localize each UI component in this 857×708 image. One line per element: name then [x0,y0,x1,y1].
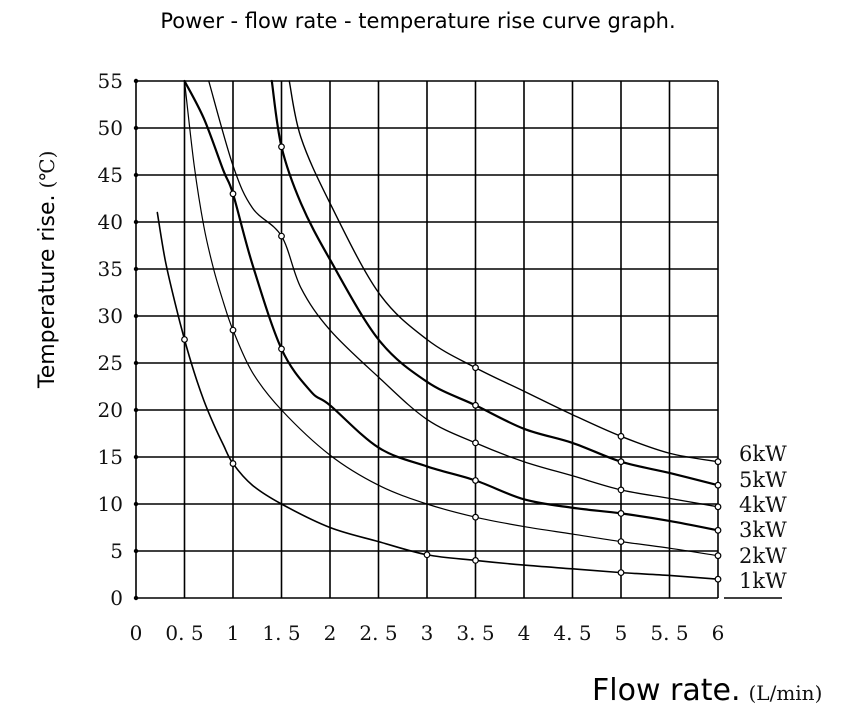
x-tick-label-10: 5 [615,621,628,645]
point-4kw-2 [617,486,625,494]
point-3kw-1 [278,345,285,353]
point-4kw-0 [278,232,285,240]
y-tick-dot-1 [133,548,139,554]
point-1kw-5 [714,575,722,583]
point-2kw-0 [229,326,237,334]
point-5kw-3 [714,481,722,489]
y-tick-label-5: 25 [98,351,123,375]
point-1kw-4 [617,569,625,577]
y-tick-label-2: 10 [98,492,123,516]
chart-title: Power - flow rate - temperature rise cur… [160,9,675,33]
x-axis-label: Flow rate. [592,673,741,708]
x-axis-ticks: 0 0. 5 1 1. 5 2 2. 5 3 3. 5 4 4. 5 5 5. 5 6 [130,621,725,645]
point-3kw-0 [229,190,237,198]
x-tick-label-2: 1 [227,621,240,645]
y-tick-dot-3 [133,454,139,460]
x-axis-unit: (L/min) [749,681,823,705]
y-tick-dot-11 [133,78,139,84]
point-5kw-0 [278,143,285,151]
point-3kw-4 [714,526,722,534]
y-tick-label-3: 15 [98,445,123,469]
y-tick-label-1: 5 [110,539,123,563]
point-3kw-3 [617,510,625,517]
y-tick-dot-4 [133,407,139,413]
series-label-6kw: 6kW [739,442,787,466]
y-tick-label-11: 55 [98,69,123,93]
series-label-4kw: 4kW [739,493,787,517]
x-tick-label-1: 0. 5 [165,621,203,645]
x-tick-label-9: 4. 5 [553,621,591,645]
y-tick-label-8: 40 [98,210,123,234]
series-label-1kw: 1kW [739,569,787,593]
y-tick-label-7: 35 [98,257,123,281]
series-line-3kw [183,79,720,532]
series-label-5kw: 5kW [739,468,787,492]
point-1kw-1 [229,460,237,467]
series-label-2kw: 2kW [739,544,787,568]
y-axis-title-group: Temperature rise. (℃) [35,151,60,389]
point-2kw-1 [472,513,479,521]
x-tick-label-4: 2 [324,621,337,645]
y-tick-label-10: 50 [98,116,123,140]
series-line-2kw [183,80,719,557]
plot-grid [133,78,719,601]
y-axis-ticks: 0 5 10 15 20 25 30 35 40 45 50 55 [98,69,123,610]
x-tick-label-12: 6 [712,621,725,645]
y-axis-unit: (℃) [35,151,59,189]
point-1kw-2 [423,551,431,559]
y-tick-dot-9 [133,172,139,178]
y-tick-dot-2 [133,501,139,507]
series-line-4kw [208,80,719,508]
point-2kw-2 [617,538,625,545]
point-5kw-1 [472,401,479,409]
series-line-1kw [156,211,719,580]
point-5kw-2 [617,458,625,466]
point-3kw-2 [472,477,479,484]
y-tick-dot-8 [133,219,139,225]
x-axis-title: Flow rate. (L/min) [592,673,822,708]
x-tick-label-8: 4 [518,621,531,645]
y-tick-label-6: 30 [98,304,123,328]
x-tick-label-7: 3. 5 [456,621,494,645]
y-tick-label-0: 0 [110,586,123,610]
x-tick-label-6: 3 [421,621,434,645]
point-4kw-3 [714,503,722,511]
x-tick-label-5: 2. 5 [359,621,397,645]
y-tick-dot-7 [133,266,139,272]
x-tick-label-11: 5. 5 [650,621,688,645]
y-tick-label-9: 45 [98,163,123,187]
point-6kw-1 [617,432,625,440]
x-tick-label-3: 1. 5 [262,621,300,645]
series-line-5kw [270,79,720,487]
y-tick-dot-6 [133,313,139,319]
point-4kw-1 [472,439,479,447]
series-label-3kw: 3kW [739,518,787,542]
y-tick-dot-10 [133,125,139,131]
series-line-6kw [288,80,719,463]
y-tick-dot-5 [133,360,139,366]
point-6kw-0 [472,364,479,372]
y-tick-dot-0 [133,595,139,601]
point-6kw-2 [714,458,722,466]
y-axis-label: Temperature rise. [35,195,60,390]
x-tick-label-0: 0 [130,621,143,645]
y-tick-label-4: 20 [98,398,123,422]
point-1kw-0 [181,336,188,343]
point-1kw-3 [472,557,479,564]
y-axis-title: Temperature rise. (℃) [35,151,60,389]
series-lines [156,79,722,583]
point-2kw-3 [714,552,722,560]
